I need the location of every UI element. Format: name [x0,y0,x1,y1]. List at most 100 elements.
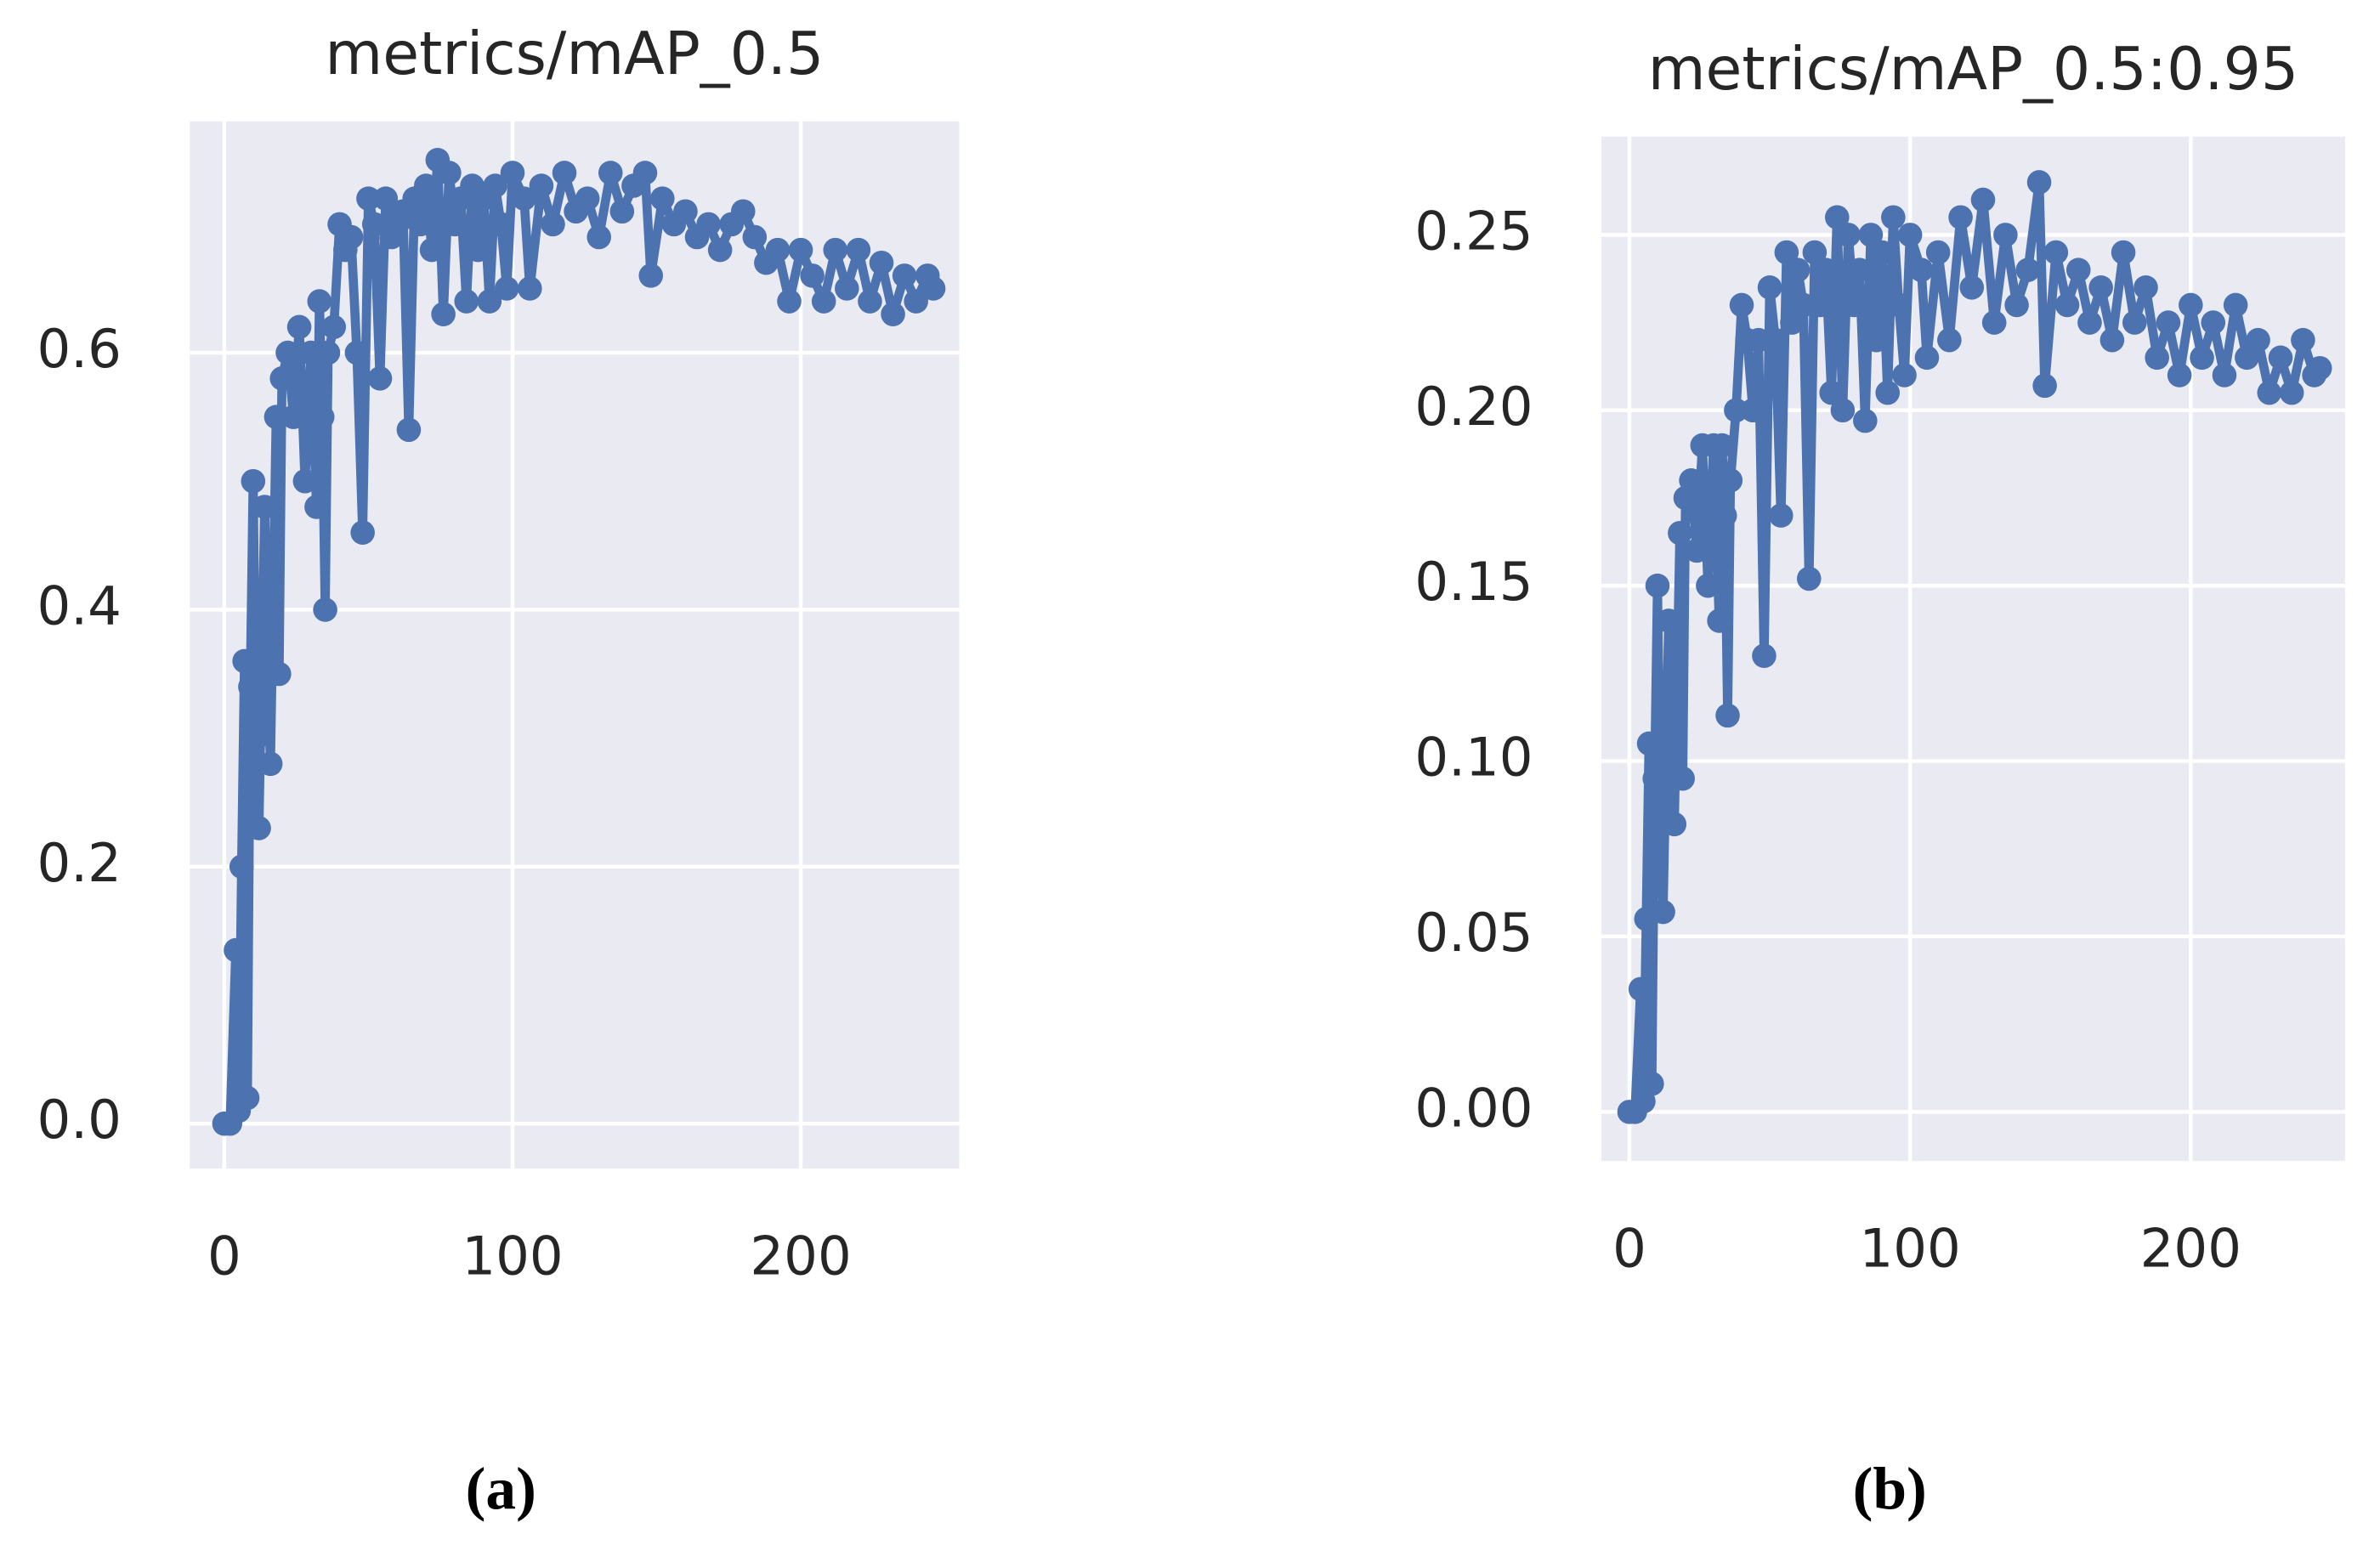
marker [1647,784,1673,809]
marker [367,366,393,391]
marker [229,854,254,880]
y-tick-label: 0.0 [37,1089,121,1151]
marker [552,161,577,185]
marker [1897,223,1923,247]
marker [1628,976,1653,1002]
marker [1802,240,1828,265]
marker [298,340,323,365]
marker [267,661,292,687]
marker [1712,503,1737,528]
marker [2156,310,2181,335]
chart-title: metrics/mAP_0.5:0.95 [1648,35,2298,104]
marker [1740,398,1765,423]
marker [1724,398,1748,423]
marker [269,366,295,391]
marker [1808,292,1833,318]
marker [1875,380,1901,405]
marker [483,173,507,198]
marker [2145,345,2169,371]
marker [238,674,263,699]
marker [437,161,462,185]
marker [1670,766,1695,791]
y-tick-label: 0.00 [1414,1077,1533,1139]
y-tick-label: 0.25 [1414,200,1533,262]
marker [1909,258,1934,282]
marker [512,186,536,211]
marker [835,276,859,301]
marker [1718,468,1743,493]
marker [1819,380,1844,405]
marker [2179,292,2203,318]
marker [1656,608,1681,633]
marker [2291,327,2315,353]
marker [2122,310,2147,335]
marker [575,186,600,211]
marker [858,289,882,314]
marker [313,597,337,622]
marker [1752,643,1776,669]
marker [638,263,664,288]
marker [2134,275,2158,300]
marker [529,173,554,198]
marker [500,161,525,185]
marker [1645,573,1670,598]
marker [1746,327,1771,353]
marker [730,199,756,224]
marker [1886,292,1912,318]
marker [2077,310,2102,335]
marker [1825,205,1850,230]
marker [1796,566,1822,591]
marker [252,495,277,519]
marker [258,751,283,777]
marker [1853,408,1878,433]
caption: (b) [1853,1455,1927,1522]
marker [1830,398,1856,423]
y-tick-label: 0.05 [1414,902,1533,964]
marker [1959,275,1985,300]
marker [1892,363,1917,388]
marker [280,405,306,429]
marker [650,186,675,211]
marker [823,237,848,263]
marker [413,173,439,198]
marker [338,224,364,250]
marker [1659,749,1684,773]
caption: (a) [466,1455,536,1522]
marker [264,405,289,429]
y-tick-label: 0.20 [1414,376,1533,438]
marker [1791,292,1816,318]
marker [1937,327,1962,353]
marker [2111,240,2136,265]
marker [1993,223,2018,247]
marker [2268,345,2293,371]
marker [846,237,871,263]
marker [2167,363,2192,388]
marker [1651,899,1675,925]
marker [518,276,542,301]
marker [1679,468,1703,493]
marker [811,289,836,314]
marker [1847,258,1872,282]
marker [1785,258,1810,282]
marker [1757,275,1782,300]
marker [286,314,312,340]
marker [361,212,387,237]
marker [307,289,332,314]
marker [477,289,502,314]
marker [881,302,905,326]
marker [292,468,318,494]
marker [243,726,269,750]
marker [1948,205,1973,230]
marker [598,161,623,185]
y-tick-label: 0.10 [1414,727,1533,789]
marker [696,212,721,237]
y-tick-label: 0.6 [37,318,121,380]
y-tick-label: 0.4 [37,575,121,637]
marker [304,495,329,519]
marker [892,263,917,288]
marker [494,276,519,301]
marker [765,237,790,263]
marker [2235,345,2259,371]
chart-title: metrics/mAP_0.5 [325,20,824,88]
